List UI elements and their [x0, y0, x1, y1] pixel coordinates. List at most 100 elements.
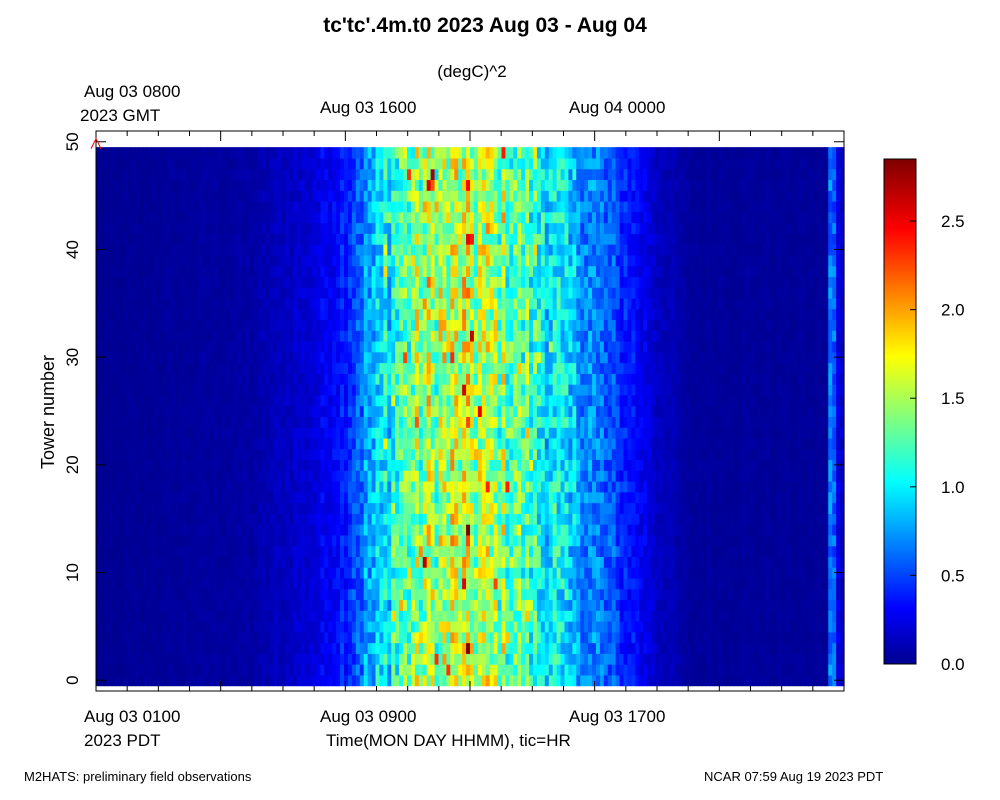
heatmap-cell — [202, 567, 207, 579]
heatmap-cell — [143, 534, 148, 547]
heatmap-cell — [292, 642, 298, 654]
heatmap-cell — [379, 254, 384, 267]
heatmap-cell — [202, 664, 207, 676]
heatmap-cell — [418, 610, 424, 622]
heatmap-cell — [245, 642, 251, 654]
heatmap-cell — [375, 653, 381, 665]
heatmap-cell — [273, 470, 278, 482]
heatmap-cell — [395, 545, 400, 557]
heatmap-cell — [253, 481, 259, 493]
heatmap-cell — [202, 341, 207, 353]
heatmap-cell — [225, 631, 231, 644]
heatmap-cell — [410, 642, 416, 654]
heatmap-cell — [450, 297, 455, 310]
heatmap-cell — [99, 588, 105, 601]
heatmap-cell — [446, 351, 451, 364]
heatmap-cell — [107, 437, 113, 450]
heatmap-cell — [210, 577, 215, 590]
heatmap-cell — [253, 588, 259, 601]
heatmap-cell — [277, 427, 282, 439]
heatmap-cell — [241, 351, 247, 364]
heatmap-cell — [442, 373, 447, 385]
heatmap-cell — [426, 330, 432, 342]
heatmap-cell — [123, 319, 129, 331]
heatmap-cell — [462, 427, 467, 439]
heatmap-cell — [170, 244, 176, 256]
heatmap-cell — [182, 168, 188, 181]
heatmap-cell — [466, 674, 471, 687]
heatmap-cell — [277, 491, 282, 504]
heatmap-cell — [355, 265, 361, 277]
heatmap-cell — [351, 674, 357, 687]
heatmap-cell — [344, 470, 349, 482]
heatmap-cell — [454, 481, 459, 493]
heatmap-cell — [123, 437, 129, 450]
heatmap-cell — [257, 437, 262, 450]
heatmap-cell — [379, 621, 384, 633]
heatmap-cell — [202, 201, 207, 213]
heatmap-cell — [470, 157, 475, 170]
heatmap-cell — [324, 362, 329, 374]
heatmap-cell — [383, 610, 388, 622]
heatmap-cell — [111, 351, 117, 364]
heatmap-cell — [446, 157, 451, 170]
heatmap-cell — [143, 631, 148, 644]
heatmap-cell — [300, 470, 306, 482]
heatmap-cell — [438, 319, 444, 331]
heatmap-cell — [296, 502, 302, 514]
heatmap-cell — [355, 437, 361, 450]
heatmap-cell — [186, 524, 192, 536]
heatmap-cell — [214, 201, 219, 213]
heatmap-cell — [202, 222, 207, 234]
heatmap-cell — [375, 362, 381, 374]
heatmap-cell — [206, 642, 211, 654]
heatmap-cell — [308, 222, 314, 234]
heatmap-cell — [261, 653, 266, 665]
heatmap-cell — [198, 588, 203, 601]
heatmap-cell — [107, 513, 113, 525]
heatmap-cell — [135, 319, 140, 331]
heatmap-cell — [316, 577, 321, 590]
heatmap-cell — [340, 233, 345, 245]
heatmap-cell — [434, 308, 440, 321]
heatmap-cell — [336, 157, 341, 170]
heatmap-cell — [351, 524, 357, 536]
heatmap-cell — [391, 244, 396, 256]
heatmap-cell — [312, 394, 318, 407]
heatmap-cell — [139, 276, 144, 288]
heatmap-cell — [442, 147, 447, 159]
heatmap-cell — [127, 254, 133, 267]
heatmap-cell — [371, 610, 377, 622]
heatmap-cell — [481, 631, 487, 644]
heatmap-cell — [186, 265, 192, 277]
heatmap-cell — [296, 351, 302, 364]
heatmap-cell — [265, 621, 270, 633]
heatmap-cell — [190, 168, 196, 181]
heatmap-cell — [284, 297, 290, 310]
heatmap-cell — [391, 351, 396, 364]
heatmap-cell — [218, 567, 223, 579]
heatmap-cell — [336, 222, 341, 234]
heatmap-cell — [308, 459, 314, 471]
heatmap-cell — [324, 384, 329, 396]
heatmap-cell — [103, 577, 109, 590]
heatmap-cell — [182, 545, 188, 557]
heatmap-cell — [304, 502, 310, 514]
heatmap-cell — [375, 524, 381, 536]
heatmap-cell — [336, 254, 341, 267]
heatmap-cell — [166, 157, 172, 170]
heatmap-cell — [96, 610, 101, 622]
heatmap-cell — [162, 168, 168, 181]
heatmap-cell — [473, 534, 479, 547]
heatmap-cell — [473, 190, 479, 202]
heatmap-cell — [182, 319, 188, 331]
heatmap-cell — [450, 427, 455, 439]
heatmap-cell — [336, 653, 341, 665]
heatmap-cell — [344, 157, 349, 170]
heatmap-cell — [288, 201, 294, 213]
heatmap-cell — [403, 244, 408, 256]
heatmap-cell — [422, 384, 428, 396]
heatmap-cell — [324, 653, 329, 665]
heatmap-cell — [430, 577, 436, 590]
heatmap-cell — [151, 308, 156, 321]
